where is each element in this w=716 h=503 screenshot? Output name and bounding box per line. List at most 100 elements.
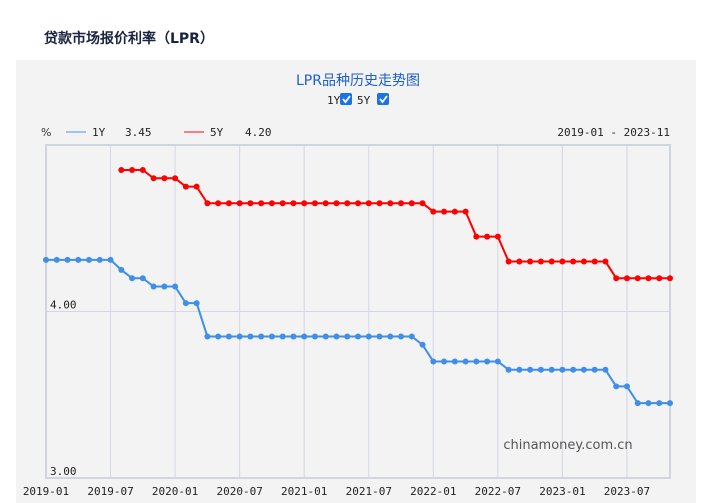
data-point-5y [645, 275, 652, 282]
data-point-1y [376, 333, 383, 340]
data-point-1y [204, 333, 211, 340]
date-range-label: 2019-01 - 2023-11 [557, 126, 670, 139]
data-point-5y [376, 200, 383, 207]
data-point-1y [441, 358, 448, 365]
x-tick-label: 2022-01 [410, 485, 456, 498]
data-point-1y [591, 366, 598, 373]
data-point-5y [193, 183, 200, 190]
data-point-1y [311, 333, 318, 340]
data-point-5y [279, 200, 286, 207]
data-point-5y [365, 200, 372, 207]
data-point-5y [322, 200, 329, 207]
series-line-1y [46, 258, 670, 405]
data-point-1y [236, 333, 243, 340]
data-point-1y [129, 275, 136, 282]
series-toggles: 1Y 5Y [327, 93, 389, 107]
data-point-1y [215, 333, 222, 340]
data-point-1y [613, 383, 620, 390]
toggle-5y-checkbox[interactable] [377, 93, 389, 105]
data-point-1y [172, 283, 179, 290]
data-point-1y [43, 256, 49, 263]
data-point-1y [387, 333, 394, 340]
data-point-5y [172, 175, 179, 182]
data-point-5y [225, 200, 232, 207]
data-point-5y [667, 275, 673, 282]
data-point-5y [451, 208, 458, 215]
data-point-5y [419, 200, 426, 207]
data-point-1y [290, 333, 297, 340]
data-point-5y [613, 275, 620, 282]
data-point-1y [355, 333, 361, 340]
data-point-5y [602, 258, 609, 265]
data-point-5y [484, 233, 491, 240]
data-point-1y [548, 366, 555, 373]
data-point-1y [64, 256, 71, 263]
data-point-1y [667, 400, 673, 407]
toggle-1y-checkbox[interactable] [340, 93, 352, 105]
data-point-1y [301, 333, 308, 340]
toggle-1y-label: 1Y [327, 94, 341, 107]
data-point-5y [129, 166, 136, 173]
data-point-5y [623, 275, 630, 282]
data-point-5y [150, 175, 157, 182]
data-point-1y [53, 256, 60, 263]
data-point-5y [527, 258, 534, 265]
data-point-1y [344, 333, 351, 340]
data-point-1y [118, 266, 125, 273]
data-point-1y [602, 366, 609, 373]
data-point-5y [591, 258, 598, 265]
data-point-1y [451, 358, 458, 365]
data-point-1y [623, 383, 630, 390]
data-point-5y [204, 200, 211, 207]
data-point-5y [311, 200, 318, 207]
data-point-1y [516, 366, 523, 373]
data-point-1y [473, 358, 480, 365]
data-point-5y [344, 200, 351, 207]
data-point-5y [516, 258, 523, 265]
data-point-1y [484, 358, 491, 365]
x-tick-label: 2023-01 [539, 485, 585, 498]
data-point-1y [656, 400, 663, 407]
data-point-5y [580, 258, 587, 265]
x-tick-label: 2023-07 [604, 485, 650, 498]
page-title: 贷款市场报价利率（LPR） [44, 31, 214, 47]
data-point-1y [107, 256, 114, 263]
data-point-5y [408, 200, 415, 207]
data-point-1y [225, 333, 232, 340]
data-point-5y [430, 208, 437, 215]
data-point-1y [419, 341, 426, 348]
data-point-5y [333, 200, 340, 207]
data-point-5y [473, 233, 480, 240]
y-tick-label: 4.00 [50, 299, 77, 312]
x-tick-label: 2020-01 [152, 485, 198, 498]
data-point-1y [398, 333, 405, 340]
data-point-5y [258, 200, 265, 207]
data-point-1y [494, 358, 501, 365]
data-point-1y [462, 358, 469, 365]
data-point-1y [527, 366, 534, 373]
data-point-1y [139, 275, 146, 282]
data-point-5y [548, 258, 555, 265]
data-point-1y [505, 366, 512, 373]
chart-title: LPR品种历史走势图 [296, 73, 420, 89]
watermark: chinamoney.com.cn [503, 438, 632, 453]
data-point-5y [634, 275, 641, 282]
data-point-5y [290, 200, 297, 207]
legend-1y-latest: 3.45 [125, 126, 152, 139]
data-point-5y [118, 166, 125, 173]
y-unit-label: % [41, 126, 51, 139]
data-point-1y [258, 333, 265, 340]
data-point-1y [96, 256, 103, 263]
y-tick-label: 3.00 [50, 465, 77, 478]
series-line-5y [121, 168, 670, 280]
data-point-1y [182, 300, 189, 307]
data-point-1y [75, 256, 82, 263]
data-point-1y [645, 400, 652, 407]
data-point-1y [537, 366, 544, 373]
toggle-5y-label: 5Y [357, 94, 371, 107]
x-tick-label: 2021-07 [346, 485, 392, 498]
data-point-5y [656, 275, 663, 282]
data-point-5y [247, 200, 254, 207]
data-point-1y [279, 333, 286, 340]
data-point-5y [139, 166, 146, 173]
